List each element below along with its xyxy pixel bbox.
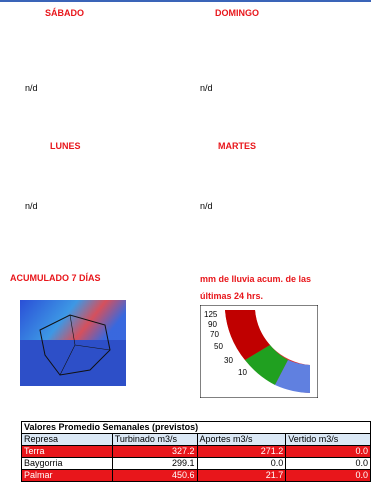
svg-text:10: 10: [238, 368, 247, 377]
top-border: [0, 0, 371, 2]
day-value: n/d: [200, 83, 213, 93]
cell: Terra: [21, 445, 113, 458]
svg-text:90: 90: [208, 320, 217, 329]
col-header: Turbinado m3/s: [111, 433, 198, 446]
rain-title: mm de lluvia acum. de las: [200, 274, 312, 284]
cell: 0.0: [285, 445, 371, 458]
svg-text:50: 50: [214, 342, 223, 351]
cell: 271.2: [196, 445, 287, 458]
day-label: MARTES: [218, 141, 256, 151]
cell: 450.6: [111, 469, 198, 482]
day-value: n/d: [200, 201, 213, 211]
cell: Baygorria: [21, 457, 113, 470]
day-label: SÁBADO: [45, 8, 85, 18]
rain-title: ACUMULADO 7 DÍAS: [10, 273, 101, 283]
cell: 21.7: [196, 469, 287, 482]
rain-map: [20, 300, 126, 386]
table-title: Valores Promedio Semanales (previstos): [21, 421, 371, 434]
col-header: Represa: [21, 433, 113, 446]
cell: 299.1: [111, 457, 198, 470]
col-header: Aportes m3/s: [196, 433, 287, 446]
day-label: LUNES: [50, 141, 81, 151]
cell: 0.0: [285, 457, 371, 470]
day-label: DOMINGO: [215, 8, 259, 18]
rain-title: últimas 24 hrs.: [200, 291, 264, 301]
cell: 0.0: [285, 469, 371, 482]
col-header: Vertido m3/s: [285, 433, 371, 446]
cell: 327.2: [111, 445, 198, 458]
svg-text:70: 70: [210, 330, 219, 339]
svg-text:30: 30: [224, 356, 233, 365]
day-value: n/d: [25, 83, 38, 93]
svg-text:125: 125: [204, 310, 218, 319]
day-value: n/d: [25, 201, 38, 211]
cell: Palmar: [21, 469, 113, 482]
reservoir-table: Valores Promedio Semanales (previstos) R…: [21, 421, 371, 482]
cell: 0.0: [196, 457, 287, 470]
